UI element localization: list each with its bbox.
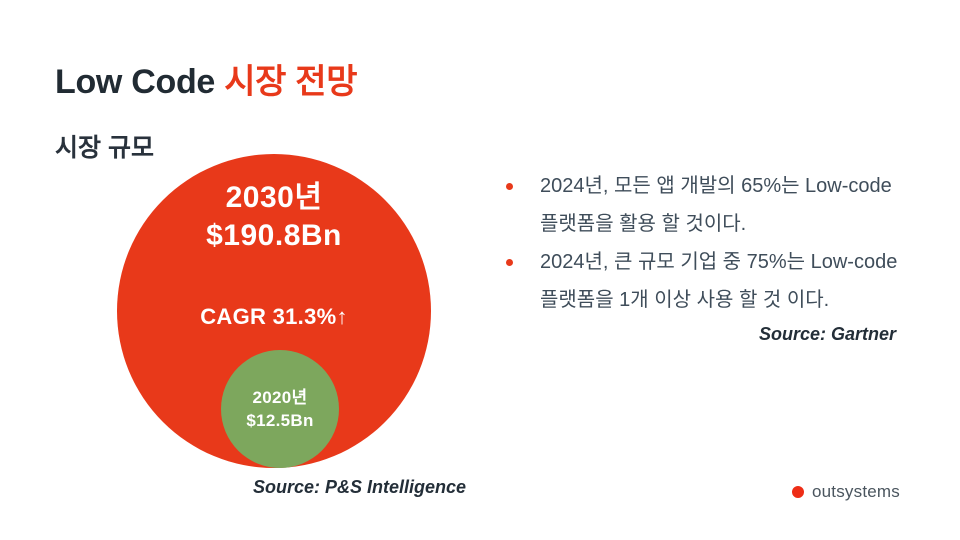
outsystems-logo: outsystems <box>792 482 900 502</box>
bullet-1-line-1: 2024년, 모든 앱 개발의 65%는 Low-code <box>540 175 892 197</box>
section-title: 시장 규모 <box>55 134 154 162</box>
bullet-2-line-1: 2024년, 큰 규모 기업 중 75%는 Low-code <box>540 251 898 273</box>
bullet-1-line-2: 플랫폼을 활용 할 것이다. <box>540 213 747 235</box>
bubble-2020-value: $12.5Bn <box>246 411 314 430</box>
bullet-text: 2024년, 큰 규모 기업 중 75%는 Low-code 플랫폼을 1개 이… <box>540 243 897 319</box>
chart-source-citation: Source: P&S Intelligence <box>253 477 467 497</box>
bubble-2020: 2020년 $12.5Bn <box>221 350 339 468</box>
bullet-text: 2024년, 모든 앱 개발의 65%는 Low-code 플랫폼을 활용 할 … <box>540 167 892 243</box>
list-item: 2024년, 큰 규모 기업 중 75%는 Low-code 플랫폼을 1개 이… <box>486 243 916 319</box>
bubble-2030-value: $190.8Bn <box>206 219 342 252</box>
bullet-dot-icon <box>506 183 513 190</box>
bullet-2-line-2: 플랫폼을 1개 이상 사용 할 것 이다. <box>540 289 830 311</box>
bubble-2020-year: 2020년 <box>252 388 308 407</box>
bubble-2030: 2030년 $190.8Bn CAGR 31.3%↑ <box>117 154 431 468</box>
bullet-dot-icon <box>506 259 513 266</box>
cagr-annotation: CAGR 31.3%↑ <box>200 304 348 329</box>
bubble-2030-year: 2030년 <box>225 181 323 214</box>
page-title-highlight: 시장 전망 <box>224 63 358 101</box>
list-item: 2024년, 모든 앱 개발의 65%는 Low-code 플랫폼을 활용 할 … <box>486 167 916 243</box>
insights-list: 2024년, 모든 앱 개발의 65%는 Low-code 플랫폼을 활용 할 … <box>486 167 916 319</box>
insights-source-citation: Source: Gartner <box>758 324 896 344</box>
page-title: Low Code 시장 전망 <box>55 54 358 103</box>
page-title-prefix: Low Code <box>55 63 225 101</box>
bubble-2030-label: 2030년 $190.8Bn <box>117 154 431 255</box>
outsystems-ring-icon <box>792 486 804 498</box>
outsystems-logo-text: outsystems <box>812 482 900 501</box>
